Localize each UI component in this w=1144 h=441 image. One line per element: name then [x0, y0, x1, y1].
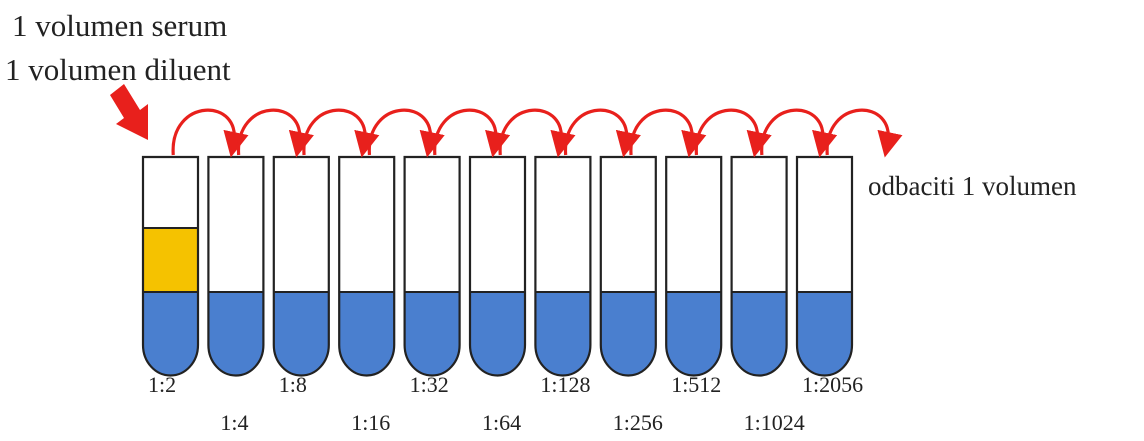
tube-outline [338, 155, 396, 377]
dilution-label: 1:64 [482, 410, 521, 435]
transfer-arrow-icon [367, 108, 445, 158]
transfer-arrow-icon [302, 108, 380, 158]
tube-outline [468, 155, 527, 377]
dilution-labels: 1:2 1:4 1:8 1:16 1:32 1:64 1:128 1:256 1:512 1:10… [148, 372, 863, 435]
tube-outline [599, 155, 657, 377]
transfer-arrow-icon [498, 108, 576, 158]
dilution-label: 1:1024 [744, 410, 805, 435]
diluent-fill [273, 292, 329, 376]
test-tube [403, 155, 461, 377]
tube-outline [665, 155, 723, 377]
discard-label: odbaciti 1 volumen [868, 171, 1077, 201]
transfer-arrow-icon [433, 108, 511, 158]
dilution-label: 1:32 [410, 372, 449, 397]
dilution-label: 1:128 [540, 372, 590, 397]
dilution-label: 1:8 [279, 372, 307, 397]
dilution-label: 1:16 [351, 410, 390, 435]
transfer-arrow-icon [564, 108, 641, 158]
test-tube [534, 155, 592, 377]
dilution-label: 1:2056 [802, 372, 863, 397]
dilution-label: 1:512 [671, 372, 721, 397]
tube-outline [141, 155, 200, 377]
diluent-fill [797, 292, 852, 376]
diluent-fill [666, 292, 722, 376]
diluent-fill [470, 292, 525, 376]
test-tube [207, 155, 265, 377]
tube-outline [730, 155, 788, 377]
tube-outline [207, 155, 265, 377]
test-tube [665, 155, 723, 377]
test-tube [141, 155, 200, 377]
instruction-diluent-label: 1 volumen diluent [5, 52, 231, 87]
transfer-arrow-icon [237, 108, 314, 158]
serum-fill [142, 227, 199, 293]
diluent-fill [339, 292, 395, 376]
diluent-fill [404, 292, 460, 376]
tube-row [141, 155, 854, 377]
diluent-fill [208, 292, 264, 376]
test-tube [338, 155, 396, 377]
transfer-arrow-icon [760, 108, 838, 158]
test-tube [795, 155, 854, 377]
dilution-label: 1:4 [220, 410, 248, 435]
tube-outline [534, 155, 592, 377]
transfer-arrow-icon [694, 108, 772, 158]
dilution-label: 1:2 [148, 372, 176, 397]
diluent-fill [535, 292, 591, 376]
instruction-serum-label: 1 volumen serum [12, 8, 227, 43]
tube-outline [403, 155, 461, 377]
transfer-arrows [171, 108, 903, 158]
dilution-label: 1:256 [613, 410, 663, 435]
transfer-arrow-icon [171, 108, 249, 158]
test-tube [599, 155, 657, 377]
tube-outline [795, 155, 854, 377]
tube-outline [272, 155, 330, 377]
diluent-fill [731, 292, 787, 376]
diluent-fill [600, 292, 656, 376]
transfer-arrow-icon [825, 108, 903, 158]
pointer-arrow-icon [110, 84, 148, 140]
test-tube [272, 155, 330, 377]
transfer-arrow-icon [629, 108, 707, 158]
test-tube [730, 155, 788, 377]
diluent-fill [143, 292, 198, 376]
test-tube [468, 155, 527, 377]
